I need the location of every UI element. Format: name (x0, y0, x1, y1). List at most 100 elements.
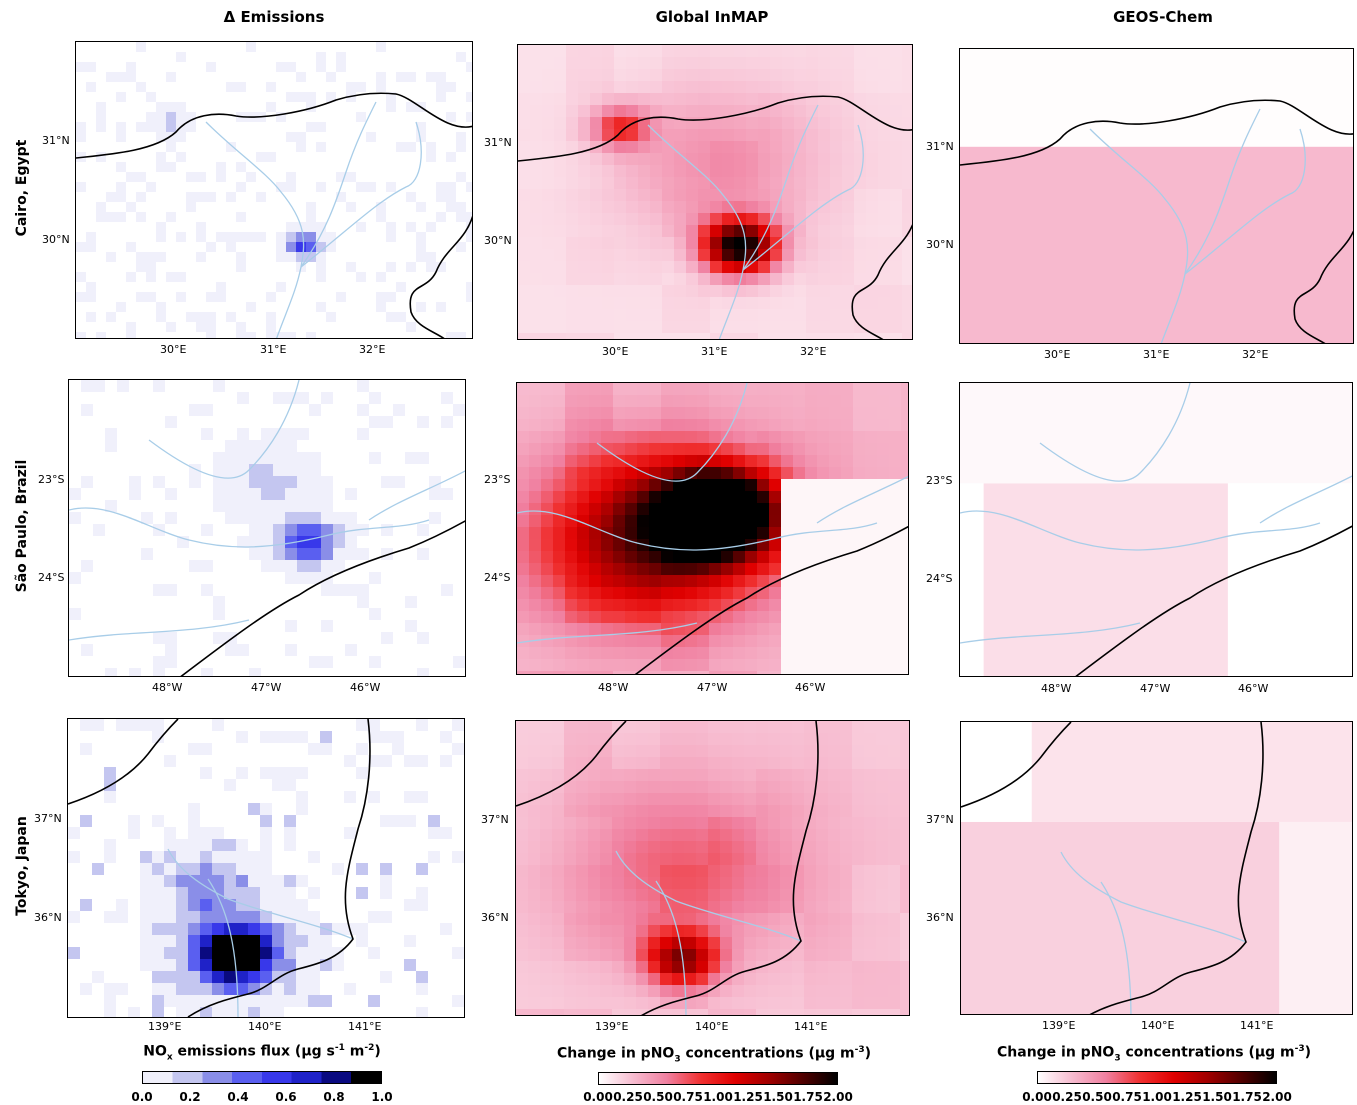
heatmap-cell (600, 973, 612, 985)
heatmap-cell (794, 165, 806, 177)
heatmap-cell (200, 995, 212, 1007)
heatmap-cell (901, 647, 908, 659)
heatmap-cell (782, 261, 794, 273)
heatmap-cell (81, 560, 93, 572)
heatmap-cell (853, 491, 865, 503)
colorbar-tick-label: 1.0 (371, 1090, 393, 1104)
heatmap-cell (662, 177, 674, 189)
heatmap-cell (601, 491, 613, 503)
heatmap-cell (780, 841, 792, 853)
heatmap-cell (286, 62, 296, 72)
heatmap-cell (576, 913, 588, 925)
heatmap-cell (530, 225, 542, 237)
map-tokyo-emissions (67, 718, 465, 1018)
heatmap-cell (530, 249, 542, 261)
heatmap-cell (746, 237, 758, 249)
heatmap-cell (900, 853, 909, 865)
heatmap-cell (698, 93, 710, 105)
heatmap-cell (722, 81, 734, 93)
heatmap-cell (518, 45, 530, 57)
heatmap-cell (756, 865, 768, 877)
heatmap-cell (684, 937, 696, 949)
heatmap-cell (794, 213, 806, 225)
heatmap-cell (674, 81, 686, 93)
heatmap-cell (588, 877, 600, 889)
heatmap-cell (518, 117, 530, 129)
heatmap-cell (866, 309, 878, 321)
heatmap-cell (564, 973, 576, 985)
heatmap-cell (806, 309, 818, 321)
heatmap-cell (236, 923, 248, 935)
heatmap-cell (818, 333, 830, 339)
heatmap-cell (128, 1007, 140, 1017)
heatmap-cell (601, 599, 613, 611)
heatmap-cell (900, 985, 909, 997)
heatmap-cell (672, 829, 684, 841)
heatmap-cell (612, 865, 624, 877)
heatmap-cell (369, 416, 381, 428)
heatmap-cell (686, 69, 698, 81)
heatmap-cell (781, 491, 793, 503)
heatmap-cell (126, 332, 136, 338)
heatmap-cell (662, 333, 674, 339)
heatmap-cell (842, 69, 854, 81)
heatmap-cell (757, 671, 769, 674)
tick-label: 30°N (926, 238, 954, 251)
heatmap-cell (376, 272, 386, 282)
heatmap-cell (782, 213, 794, 225)
heatmap-cell (540, 745, 552, 757)
heatmap-cell (428, 851, 440, 863)
heatmap-cell (386, 312, 396, 322)
heatmap-cell (552, 865, 564, 877)
heatmap-cell (426, 152, 436, 162)
heatmap-cell (734, 57, 746, 69)
heatmap-cell (272, 995, 284, 1007)
heatmap-cell (830, 285, 842, 297)
heatmap-cell (708, 721, 720, 733)
heatmap-cell (516, 829, 528, 841)
heatmap-cell (602, 321, 614, 333)
heatmap-cell (396, 72, 406, 82)
heatmap-cell (212, 839, 224, 851)
heatmap-cell (236, 182, 246, 192)
heatmap-cell (756, 889, 768, 901)
heatmap-cell (889, 515, 901, 527)
map-tokyo-inmap (515, 720, 910, 1016)
heatmap-cell (285, 500, 297, 512)
heatmap-cell (213, 380, 225, 392)
heatmap-cell (866, 129, 878, 141)
heatmap-cell (708, 865, 720, 877)
heatmap-cell (698, 273, 710, 285)
heatmap-cell (757, 419, 769, 431)
heatmap-cell (613, 611, 625, 623)
heatmap-cell (416, 755, 428, 767)
heatmap-cell (805, 539, 817, 551)
heatmap-cell (829, 539, 841, 551)
heatmap-cell (636, 865, 648, 877)
heatmap-cell (782, 117, 794, 129)
heatmap-cell (781, 407, 793, 419)
heatmap-cell (805, 647, 817, 659)
heatmap-cell (636, 757, 648, 769)
heatmap-cell (744, 757, 756, 769)
heatmap-cell (356, 222, 366, 232)
heatmap-cell (650, 237, 662, 249)
heatmap-cell (806, 273, 818, 285)
heatmap-cell (638, 285, 650, 297)
heatmap-cell (877, 455, 889, 467)
heatmap-cell (333, 536, 345, 548)
heatmap-cell (186, 312, 196, 322)
heatmap-cell (626, 45, 638, 57)
heatmap-cell (900, 829, 909, 841)
heatmap-cell (804, 769, 816, 781)
heatmap-cell (452, 851, 464, 863)
heatmap-cell (792, 901, 804, 913)
heatmap-cell (116, 192, 126, 202)
heatmap-cell (876, 997, 888, 1009)
heatmap-cell (866, 105, 878, 117)
heatmap-cell (901, 479, 908, 491)
heatmap-cell (333, 548, 345, 560)
heatmap-cell (756, 877, 768, 889)
heatmap-cell (769, 491, 781, 503)
heatmap-cell (648, 757, 660, 769)
